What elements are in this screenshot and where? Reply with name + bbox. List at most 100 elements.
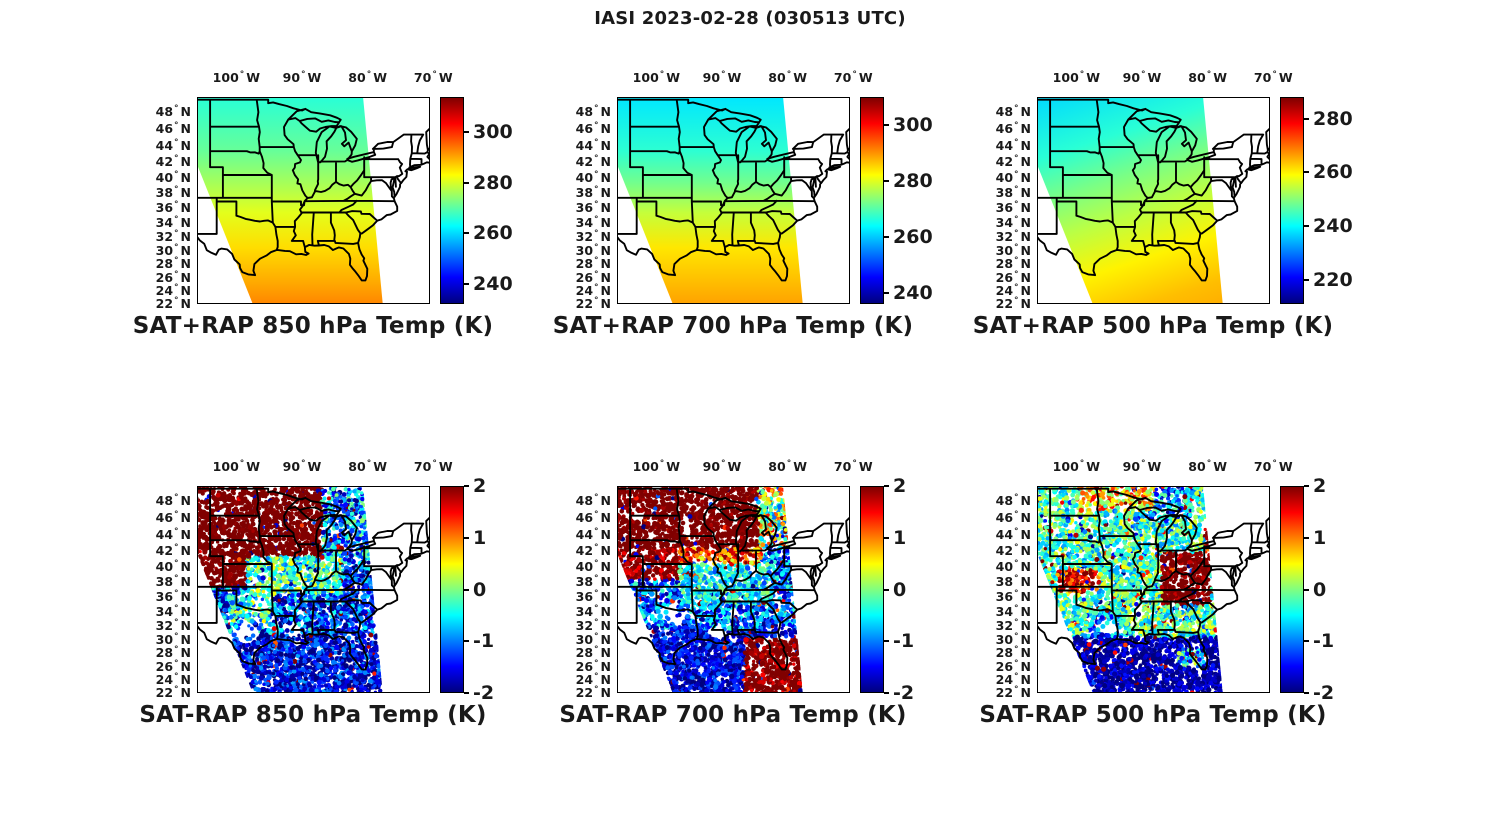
lat-tick-label: 44° N: [575, 526, 611, 542]
lat-tick-label: 46° N: [575, 121, 611, 137]
lat-tick-label: 46° N: [995, 510, 1031, 526]
lat-tick-label: 48° N: [155, 103, 191, 119]
colorbar-tick-label: 300: [893, 113, 933, 136]
lat-tick-label: 32° N: [155, 617, 191, 633]
panel-title: SAT+RAP 850 hPa Temp (K): [132, 313, 494, 339]
lat-tick-label: 30° N: [575, 242, 611, 258]
lat-tick-label: 30° N: [995, 242, 1031, 258]
map-plot: [197, 97, 430, 304]
lon-tick-label: 100° W: [632, 70, 681, 85]
lat-tick-label: 24° N: [575, 282, 611, 298]
colorbar-gradient: [860, 97, 884, 304]
colorbar-tick-label: -1: [893, 630, 915, 653]
lat-tick-label: 26° N: [575, 269, 611, 285]
lat-tick-label: 36° N: [155, 200, 191, 216]
lat-tick-label: 40° N: [155, 170, 191, 185]
lat-tick-label: 48° N: [995, 492, 1031, 508]
lat-tick-label: 38° N: [995, 185, 1031, 201]
lat-tick-label: 38° N: [995, 574, 1031, 590]
colorbar-tick-mark: [464, 692, 469, 694]
lat-tick-label: 32° N: [575, 617, 611, 633]
colorbar-tick-mark: [884, 640, 889, 643]
figure-title: IASI 2023-02-28 (030513 UTC): [594, 8, 906, 29]
lat-tick-label: 36° N: [575, 200, 611, 216]
colorbar-tick-label: 260: [893, 225, 933, 248]
colorbar-tick-label: -1: [473, 630, 495, 653]
lat-tick-label: 22° N: [575, 295, 611, 311]
lon-tick-label: 80° W: [768, 70, 807, 85]
lat-tick-label: 26° N: [155, 658, 191, 674]
colorbar-tick-mark: [1304, 278, 1309, 281]
lon-tick-label: 80° W: [1188, 459, 1227, 474]
lat-tick-label: 46° N: [575, 510, 611, 526]
colorbar-tick-label: 220: [1313, 268, 1353, 291]
lon-tick-label: 100° W: [1052, 70, 1101, 85]
colorbar-tick-mark: [884, 235, 889, 238]
lat-tick-label: 34° N: [995, 214, 1031, 230]
lat-tick-label: 42° N: [575, 154, 611, 170]
lat-tick-label: 44° N: [155, 137, 191, 153]
lon-tick-label: 90° W: [1122, 459, 1162, 474]
lat-tick-label: 30° N: [155, 242, 191, 258]
lat-tick-label: 36° N: [155, 589, 191, 605]
map-plot: [617, 97, 850, 304]
lat-tick-label: 38° N: [575, 185, 611, 201]
lon-tick-label: 90° W: [282, 459, 322, 474]
colorbar-tick-label: 300: [473, 121, 513, 144]
panel-sat-plus-rap-500: SAT+RAP 500 hPa Temp (K) 100° W 90° W 80° W 70…: [973, 57, 1372, 349]
colorbar-tick-mark: [464, 536, 469, 539]
colorbar-tick-mark: [884, 291, 889, 294]
lon-tick-label: 100° W: [632, 459, 681, 474]
lat-tick-label: 38° N: [155, 574, 191, 590]
map-plot: [617, 486, 850, 693]
lat-tick-label: 36° N: [575, 589, 611, 605]
lat-tick-label: 28° N: [575, 256, 611, 272]
colorbar-tick-label: 2: [1313, 475, 1327, 497]
lon-tick-label: 80° W: [348, 459, 387, 474]
colorbar-tick-mark: [884, 588, 889, 591]
colorbar-tick-mark: [464, 232, 469, 235]
lat-tick-label: 26° N: [575, 658, 611, 674]
colorbar-tick-label: -2: [1313, 682, 1335, 704]
lat-tick-label: 42° N: [995, 543, 1031, 559]
lon-tick-label: 80° W: [1188, 70, 1227, 85]
state-borders: [617, 97, 850, 304]
map-plot: [1037, 486, 1270, 693]
lon-tick-label: 70° W: [833, 459, 873, 474]
colorbar-tick-mark: [884, 485, 889, 487]
colorbar-tick-mark: [1304, 225, 1309, 228]
colorbar-tick-label: 240: [473, 272, 513, 295]
colorbar-tick-mark: [1304, 171, 1309, 174]
panel-sat-plus-rap-850: SAT+RAP 850 hPa Temp (K) 100° W 90° W 80° W 70…: [133, 57, 532, 349]
map-plot: [1037, 97, 1270, 304]
lat-tick-label: 30° N: [575, 631, 611, 647]
lat-tick-label: 48° N: [575, 103, 611, 119]
lon-tick-label: 70° W: [1253, 70, 1293, 85]
lat-tick-label: 48° N: [575, 492, 611, 508]
colorbar-tick-label: 2: [893, 475, 907, 497]
colorbar-gradient: [860, 486, 884, 693]
lat-tick-label: 30° N: [995, 631, 1031, 647]
lat-tick-label: 40° N: [995, 170, 1031, 185]
lat-tick-label: 28° N: [575, 645, 611, 661]
lon-tick-label: 100° W: [212, 459, 261, 474]
colorbar-tick-label: 1: [473, 526, 487, 549]
lon-tick-label: 100° W: [1052, 459, 1101, 474]
lat-tick-label: 22° N: [575, 684, 611, 700]
lat-tick-label: 46° N: [155, 510, 191, 526]
lat-tick-label: 28° N: [155, 645, 191, 661]
lat-tick-label: 46° N: [995, 121, 1031, 137]
lat-tick-label: 38° N: [155, 185, 191, 201]
colorbar-tick-mark: [464, 282, 469, 285]
panel-sat-minus-rap-500: SAT-RAP 500 hPa Temp (K) 100° W 90° W 80° W 70…: [979, 446, 1372, 738]
colorbar-tick-label: 0: [893, 578, 907, 601]
lat-tick-label: 36° N: [995, 589, 1031, 605]
panel-sat-minus-rap-850: SAT-RAP 850 hPa Temp (K) 100° W 90° W 80° W 70…: [139, 446, 532, 738]
lat-tick-label: 42° N: [155, 543, 191, 559]
colorbar-tick-mark: [1304, 588, 1309, 591]
colorbar-tick-mark: [464, 181, 469, 184]
colorbar-tick-mark: [464, 588, 469, 591]
colorbar-tick-label: 240: [893, 281, 933, 304]
colorbar-tick-mark: [884, 123, 889, 126]
colorbar-tick-mark: [1304, 485, 1309, 487]
